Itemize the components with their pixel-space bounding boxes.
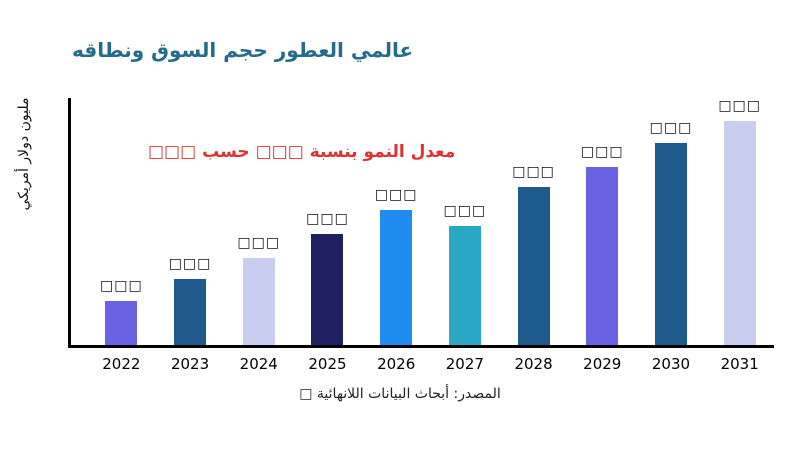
bar-2024: [242, 258, 275, 345]
bar-2029: [586, 167, 619, 345]
bar-value-label: □□□: [580, 144, 624, 161]
bar-value-label: □□□: [649, 120, 693, 137]
x-tick-2031: 2031: [720, 355, 759, 373]
bar-value-label: □□□: [443, 203, 487, 220]
bar-group: □□□ 2031: [705, 98, 774, 373]
bar-group: □□□ 2023: [156, 98, 225, 373]
bar-2025: [311, 234, 344, 345]
bar-group: □□□ 2022: [87, 98, 156, 373]
bars-row: □□□ 2022 □□□ 2023 □□□ 2024 □□□ 2025 □□□ 2026 □□□ 20…: [71, 98, 774, 373]
bar-group: □□□ 2029: [568, 98, 637, 373]
bar-group: □□□ 2024: [224, 98, 293, 373]
x-tick-2025: 2025: [308, 355, 347, 373]
bar-2022: [105, 300, 138, 345]
bar-value-label: □□□: [168, 255, 212, 272]
bar-2030: [654, 143, 687, 345]
bar-group: □□□ 2028: [499, 98, 568, 373]
bar-group: □□□ 2030: [637, 98, 706, 373]
bar-2027: [448, 226, 481, 345]
x-tick-2027: 2027: [445, 355, 484, 373]
bar-value-label: □□□: [100, 277, 143, 294]
x-tick-2024: 2024: [239, 355, 278, 373]
bar-2028: [517, 186, 550, 345]
source-text: المصدر: أبحاث البيانات اللانهائية □: [299, 386, 501, 402]
bar-group: □□□ 2027: [431, 98, 500, 373]
bar-value-label: □□□: [237, 235, 281, 252]
bar-2023: [174, 278, 207, 345]
bar-group: □□□ 2026: [362, 98, 431, 373]
y-axis-label: مليون دولار أمريكي: [16, 97, 32, 211]
bar-2026: [380, 209, 413, 345]
bar-value-label: □□□: [374, 186, 418, 203]
bar-value-label: □□□: [306, 211, 349, 228]
x-tick-2026: 2026: [377, 355, 416, 373]
x-tick-2023: 2023: [170, 355, 210, 373]
chart-title: عالمي العطور حجم السوق ونطاقه: [72, 38, 414, 62]
growth-rate-annotation: معدل النمو بنسبة □□□ حسب □□□: [148, 142, 456, 162]
x-tick-2029: 2029: [583, 355, 622, 373]
bar-value-label: □□□: [512, 163, 555, 180]
x-tick-2030: 2030: [651, 355, 691, 373]
x-tick-2028: 2028: [514, 355, 553, 373]
x-tick-2022: 2022: [102, 355, 141, 373]
bar-2031: [723, 121, 756, 345]
bar-value-label: □□□: [718, 98, 762, 114]
bar-group: □□□ 2025: [293, 98, 362, 373]
plot-area: □□□ 2022 □□□ 2023 □□□ 2024 □□□ 2025 □□□ 2026 □□□ 20…: [68, 98, 774, 373]
